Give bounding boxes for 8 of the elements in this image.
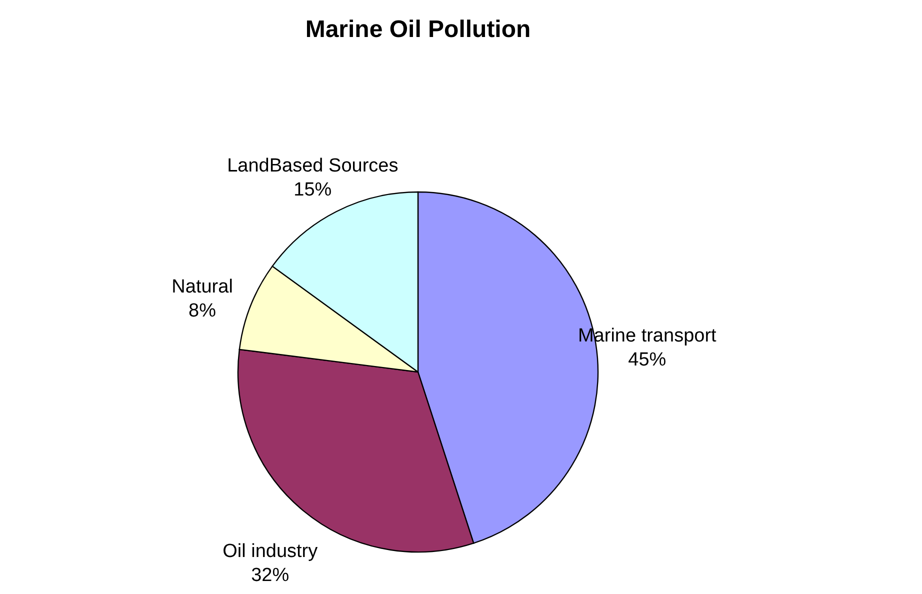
- slice-label: Oil industry: [222, 540, 318, 562]
- data-label: 45%: [628, 350, 666, 371]
- data-label: 8%: [188, 300, 216, 322]
- slice-label: LandBased Sources: [227, 155, 398, 176]
- data-label: 32%: [251, 564, 290, 586]
- slice-label: Natural: [172, 276, 233, 298]
- data-label: 15%: [294, 179, 332, 200]
- chart-title: Marine Oil Pollution: [305, 16, 531, 43]
